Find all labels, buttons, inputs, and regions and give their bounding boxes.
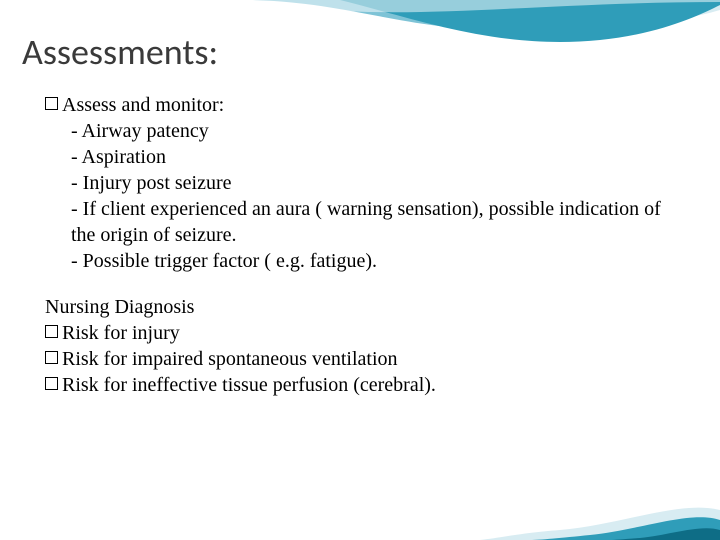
text-line: Assess and monitor: [62,92,224,118]
section-assess: Assess and monitor: - Airway patency - A… [45,92,680,274]
section-heading: Nursing Diagnosis [45,294,680,320]
sub-item: - Airway patency [71,118,680,144]
content-area: Assess and monitor: - Airway patency - A… [45,92,680,418]
bullet-item: Risk for injury [45,320,680,346]
text-line: Risk for ineffective tissue perfusion (c… [62,372,436,398]
sub-item: - Possible trigger factor ( e.g. fatigue… [71,248,680,274]
bottom-decorative-wave [0,480,720,540]
square-bullet-icon [45,377,58,390]
square-bullet-icon [45,351,58,364]
text-line: Risk for impaired spontaneous ventilatio… [62,346,398,372]
text-line: Risk for injury [62,320,180,346]
slide-title: Assessments: [22,30,218,74]
bullet-item: Risk for ineffective tissue perfusion (c… [45,372,680,398]
square-bullet-icon [45,97,58,110]
section-diagnosis: Nursing Diagnosis Risk for injury Risk f… [45,294,680,398]
sub-item: - If client experienced an aura ( warnin… [71,196,680,248]
sub-item: - Injury post seizure [71,170,680,196]
bullet-item: Risk for impaired spontaneous ventilatio… [45,346,680,372]
bullet-item: Assess and monitor: [45,92,680,118]
sub-item: - Aspiration [71,144,680,170]
square-bullet-icon [45,325,58,338]
